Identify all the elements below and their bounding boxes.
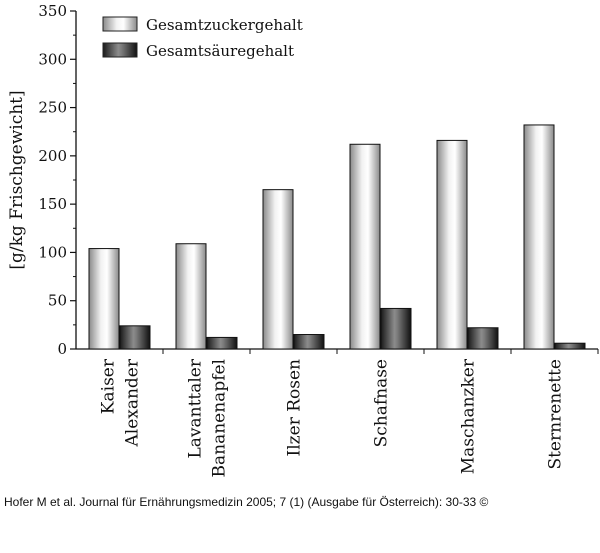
x-category-label: Maschanzker xyxy=(459,358,479,474)
y-axis: 0 50 100 150 200 250 300 350 xyxy=(38,2,77,358)
x-category-label: Kaiser xyxy=(99,358,119,414)
bar-sugar xyxy=(523,124,555,350)
legend-label-sugar: Gesamtzuckergehalt xyxy=(146,16,303,34)
bar-sugar xyxy=(175,243,207,350)
bar-acid xyxy=(119,325,151,350)
bar-sugar xyxy=(349,143,381,350)
y-tick-label: 350 xyxy=(38,2,67,20)
citation-text: Hofer M et al. Journal für Ernährungsmed… xyxy=(4,495,489,509)
y-tick-label: 0 xyxy=(57,340,67,358)
category-labels: Kaiser Alexander Lavanttaler Bananenapfel Il… xyxy=(99,358,566,477)
bar-acid xyxy=(467,327,499,350)
bar-sugar xyxy=(262,189,294,350)
y-axis-title: [g/kg Frischgewicht] xyxy=(7,90,27,269)
x-axis xyxy=(76,348,599,354)
bar-sugar xyxy=(436,139,468,350)
bars xyxy=(88,124,586,350)
y-tick-label: 100 xyxy=(38,243,67,261)
x-category-label: Alexander xyxy=(123,358,143,447)
legend-label-acid: Gesamtsäuregehalt xyxy=(146,42,294,60)
bar-acid xyxy=(380,307,412,350)
y-tick-label: 50 xyxy=(48,292,67,310)
x-category-label: Ilzer Rosen xyxy=(285,359,305,457)
y-tick-label: 300 xyxy=(38,50,67,68)
bar-acid xyxy=(554,342,586,350)
y-tick-label: 150 xyxy=(38,195,67,213)
bar-acid xyxy=(293,334,325,350)
legend-swatch-acid xyxy=(102,42,138,58)
x-category-label: Sternrenette xyxy=(546,359,566,470)
bar-acid xyxy=(206,336,238,350)
x-category-label: Bananenapfel xyxy=(210,359,230,477)
legend-swatch-sugar xyxy=(102,16,138,32)
x-category-label: Schafnase xyxy=(372,359,392,447)
bar-chart: 0 50 100 150 200 250 300 350 Kaiser Alexander Lav… xyxy=(7,2,599,477)
y-tick-label: 250 xyxy=(38,99,67,117)
legend: Gesamtzuckergehalt Gesamtsäuregehalt xyxy=(102,16,303,60)
y-tick-label: 200 xyxy=(38,147,67,165)
x-category-label: Lavanttaler xyxy=(186,358,206,458)
bar-sugar xyxy=(88,248,120,350)
